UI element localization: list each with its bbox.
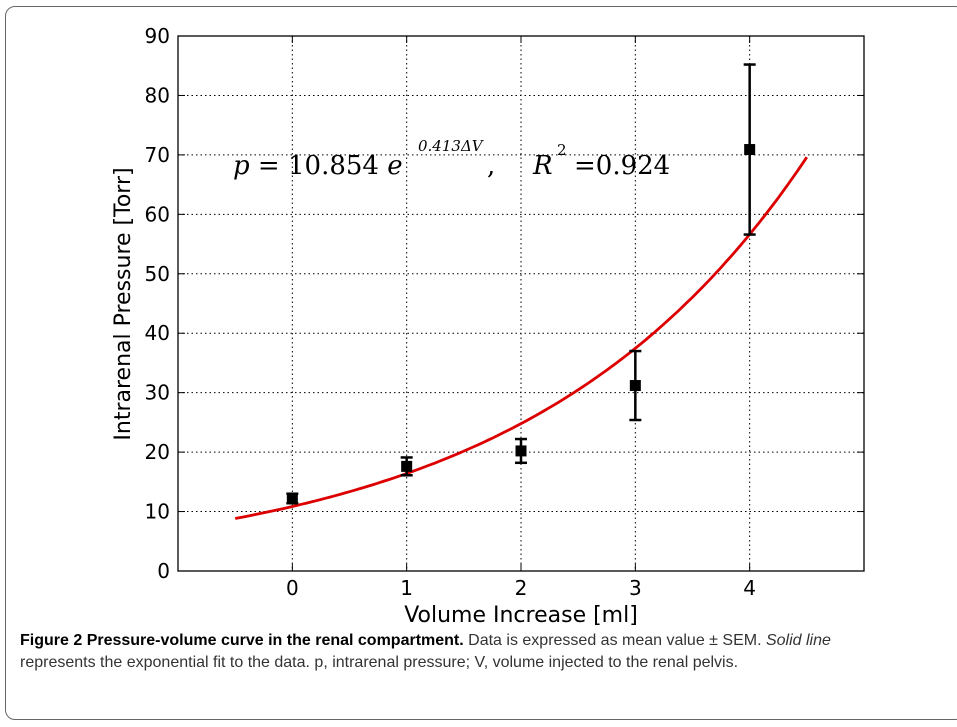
data-point [743, 63, 756, 236]
pressure-volume-chart: 0 1 2 3 4 0 10 20 30 40 50 60 70 80 90 Volume Increas… [111, 24, 865, 628]
point-marker [401, 460, 413, 472]
data-point [400, 456, 413, 477]
point-marker [744, 144, 756, 156]
x-tick-label: 0 [286, 576, 299, 600]
eq-equals: = [258, 151, 280, 181]
svg-text:p = 10.854 e: p = 10.854 e [233, 151, 403, 181]
data-point [286, 492, 299, 505]
caption-text-2: represents the exponential fit to the da… [20, 654, 739, 671]
y-tick-label: 60 [145, 202, 170, 226]
y-tick-label: 10 [145, 500, 170, 524]
y-tick-label: 70 [145, 143, 170, 167]
eq-comma: , [487, 151, 495, 181]
caption-italic: Solid line [765, 632, 831, 649]
x-tick-label: 4 [743, 576, 756, 600]
y-tick-label: 0 [157, 559, 170, 583]
grid [178, 36, 864, 571]
figure-frame [5, 6, 957, 720]
data-point [629, 349, 642, 422]
figure-caption: Figure 2 Pressure-volume curve in the re… [20, 630, 900, 674]
point-marker [629, 380, 641, 392]
caption-title: Pressure-volume curve in the renal compa… [86, 632, 464, 649]
data-points [286, 63, 756, 505]
y-tick-label: 90 [145, 24, 170, 48]
point-marker [286, 492, 298, 504]
y-tick-label: 30 [145, 381, 170, 405]
y-ticks: 0 10 20 30 40 50 60 70 80 90 [145, 24, 864, 583]
fit-equation: p = 10.854 e 0.413ΔV , R 2 =0.924 [233, 137, 670, 181]
y-tick-label: 20 [145, 440, 170, 464]
eq-exponent: 0.413ΔV [418, 137, 485, 155]
eq-r-sup: 2 [557, 141, 567, 159]
y-axis-title: Intrarenal Pressure [Torr] [111, 167, 136, 440]
eq-r-value: =0.924 [574, 151, 670, 181]
data-point [515, 437, 527, 465]
fit-curve [234, 156, 808, 520]
eq-base: e [387, 151, 402, 181]
x-tick-label: 1 [400, 576, 413, 600]
x-tick-label: 2 [515, 576, 528, 600]
caption-label: Figure 2 [20, 632, 83, 649]
y-tick-label: 40 [145, 321, 170, 345]
x-tick-label: 3 [629, 576, 642, 600]
eq-r-label: R [532, 151, 553, 181]
eq-coef: 10.854 [288, 151, 379, 181]
x-axis-title: Volume Increase [ml] [404, 603, 638, 628]
caption-text-1: Data is expressed as mean value ± SEM. [468, 632, 762, 649]
y-tick-label: 50 [145, 262, 170, 286]
point-marker [515, 445, 527, 457]
y-tick-label: 80 [145, 83, 170, 107]
x-ticks: 0 1 2 3 4 [286, 36, 756, 600]
eq-lhs: p [233, 151, 250, 181]
